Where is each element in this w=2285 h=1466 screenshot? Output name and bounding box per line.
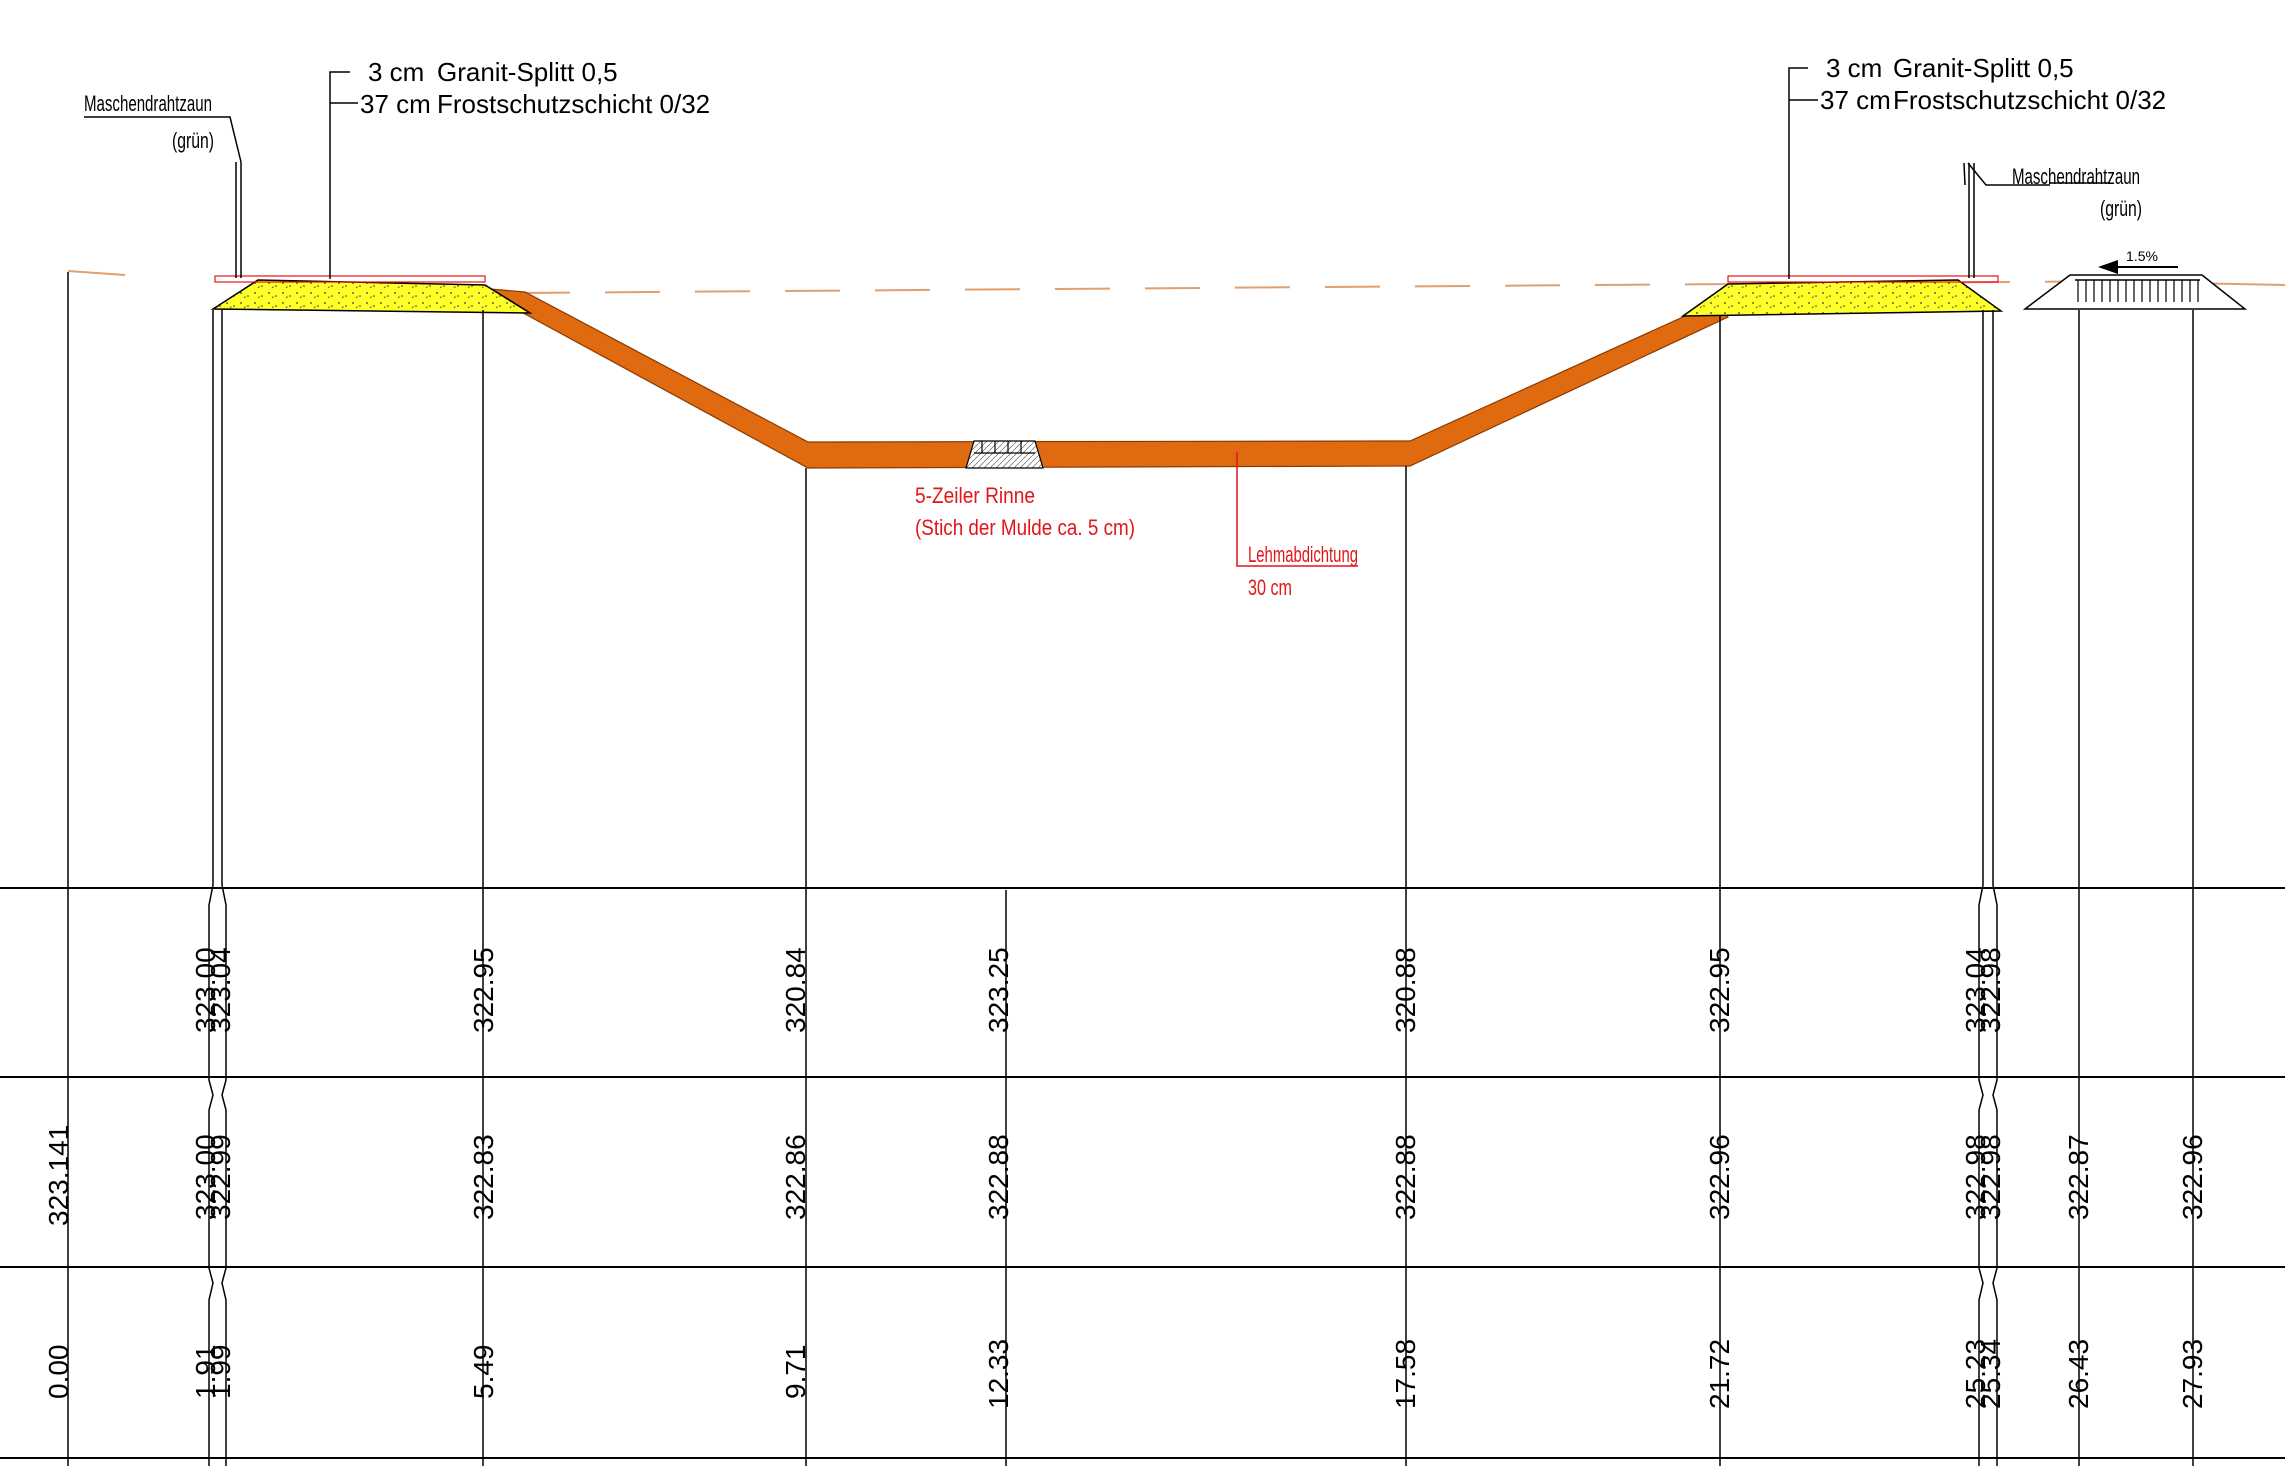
- table-cell: 21.72: [1704, 1339, 1735, 1409]
- right-layer2-thickness: 37 cm: [1820, 85, 1891, 115]
- clay-seal-layer: [488, 288, 1729, 469]
- left-layer2-thickness: 37 cm: [360, 89, 431, 119]
- table-cell: 1.99: [205, 1345, 236, 1400]
- table-cell: 320.88: [1390, 947, 1421, 1033]
- right-layer1-material: Granit-Splitt 0,5: [1893, 53, 2074, 83]
- table-cell: 0.00: [43, 1345, 74, 1400]
- table-cell: 320.84: [780, 947, 811, 1033]
- table-cell: 322.98: [1975, 1134, 2006, 1220]
- table-cell: 25.34: [1975, 1339, 2006, 1409]
- table-cell: 1.91: [190, 1345, 221, 1400]
- right-layer2-material: Frostschutzschicht 0/32: [1893, 85, 2166, 115]
- table-cell: 323.04: [205, 947, 236, 1033]
- table-cell: 5.49: [468, 1345, 499, 1400]
- table-cell: 17.58: [1390, 1339, 1421, 1409]
- planned-elevation-row: 323.00 323.04 322.95 320.84 323.25 320.8…: [190, 947, 2006, 1033]
- right-layer1-thickness: 3 cm: [1826, 53, 1882, 83]
- right-fence-icon: [1968, 163, 1975, 278]
- right-fence-label: Maschendrahtzaun: [2012, 164, 2140, 189]
- table-cell: 322.99: [205, 1134, 236, 1220]
- table-cell: 322.96: [2177, 1134, 2208, 1220]
- road-section-right: 1.5%: [2022, 248, 2248, 310]
- left-path-gravel: [210, 275, 533, 314]
- road-hatching-icon: [2075, 279, 2200, 302]
- clay-seal-label: Lehmabdichtung: [1248, 542, 1358, 567]
- left-layer1-thickness: 3 cm: [368, 57, 424, 87]
- left-fence-icon: [235, 162, 242, 278]
- table-cell: 322.96: [1704, 1134, 1735, 1220]
- slope-arrow-icon: [2098, 260, 2178, 274]
- right-fence-color: (grün): [2100, 196, 2142, 221]
- left-layer1-material: Granit-Splitt 0,5: [437, 57, 618, 87]
- table-cell: 322.87: [2063, 1134, 2094, 1220]
- table-cell: 323.00: [190, 947, 221, 1033]
- gutter-label: 5-Zeiler Rinne: [915, 483, 1035, 508]
- table-grid: [0, 887, 2285, 1459]
- table-cell: 323.25: [983, 947, 1014, 1033]
- table-cell: 322.86: [780, 1134, 811, 1220]
- slope-label: 1.5%: [2126, 248, 2158, 264]
- table-cell: 322.98: [1975, 947, 2006, 1033]
- existing-elevation-row: 323.141 323.00 322.99 322.83 322.86 322.…: [43, 1125, 2208, 1226]
- table-cell: 322.88: [1390, 1134, 1421, 1220]
- table-cell: 12.33: [983, 1339, 1014, 1409]
- table-cell: 26.43: [2063, 1339, 2094, 1409]
- table-cell: 322.83: [468, 1134, 499, 1220]
- leader-lines: [84, 67, 2110, 279]
- table-cell: 323.04: [1960, 947, 1991, 1033]
- left-fence-color: (grün): [172, 128, 214, 153]
- left-fence-label: Maschendrahtzaun: [84, 91, 212, 116]
- table-cell: 323.141: [43, 1125, 74, 1226]
- gutter-note: (Stich der Mulde ca. 5 cm): [915, 515, 1135, 540]
- table-cell: 322.95: [1704, 947, 1735, 1033]
- double-station-marks: [208, 884, 1998, 1466]
- clay-seal-thickness: 30 cm: [1248, 575, 1292, 600]
- table-cell: 323.00: [190, 1134, 221, 1220]
- table-cell: 27.93: [2177, 1339, 2208, 1409]
- gutter-icon: [965, 440, 1044, 469]
- table-cell: 322.95: [468, 947, 499, 1033]
- table-cell: 25.23: [1960, 1339, 1991, 1409]
- left-layer2-material: Frostschutzschicht 0/32: [437, 89, 710, 119]
- right-path-gravel: [1680, 275, 2004, 317]
- table-cell: 322.98: [1960, 1134, 1991, 1220]
- red-leader-lines: [1236, 452, 1358, 567]
- station-row: 0.00 1.91 1.99 5.49 9.71 12.33 17.58 21.…: [43, 1339, 2208, 1409]
- table-cell: 322.88: [983, 1134, 1014, 1220]
- table-cell: 9.71: [780, 1345, 811, 1400]
